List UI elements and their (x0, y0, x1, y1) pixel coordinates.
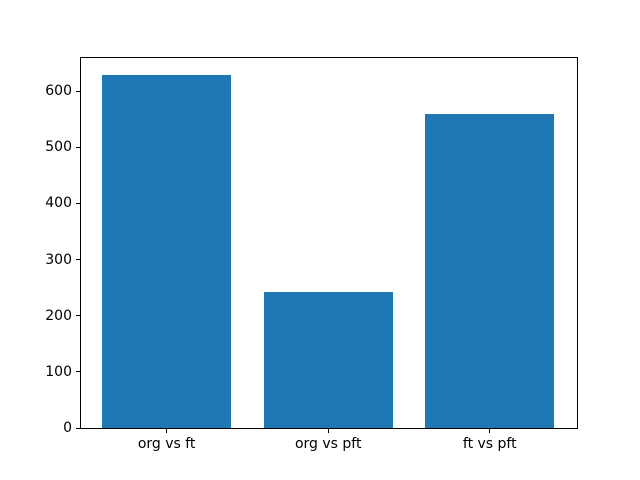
x-tick-mark (489, 429, 491, 433)
x-tick-label: org vs ft (137, 436, 196, 452)
y-tick-mark (76, 146, 80, 148)
y-tick-label: 300 (45, 251, 72, 268)
x-tick-label: ft vs pft (462, 436, 517, 452)
y-tick-mark (76, 371, 80, 373)
y-tick-label: 100 (45, 363, 72, 380)
y-tick-label: 400 (45, 195, 72, 212)
y-tick-label: 200 (45, 307, 72, 324)
y-tick-mark (76, 427, 80, 429)
bar-org-vs-pft (263, 291, 393, 428)
y-tick-mark (76, 259, 80, 261)
x-tick-mark (327, 429, 329, 433)
bar-ft-vs-pft (425, 113, 555, 428)
y-tick-label: 600 (45, 83, 72, 100)
axes: 0 100 200 300 400 500 600 org vs ft org vs pft ft… (45, 57, 578, 452)
x-tick-label: org vs pft (294, 436, 362, 452)
x-tick-mark (166, 429, 168, 433)
y-tick-mark (76, 202, 80, 204)
y-tick-label: 0 (63, 420, 72, 436)
y-tick-mark (76, 315, 80, 317)
y-tick-label: 500 (45, 139, 72, 156)
bar-org-vs-ft (102, 75, 232, 428)
y-tick-mark (76, 90, 80, 92)
